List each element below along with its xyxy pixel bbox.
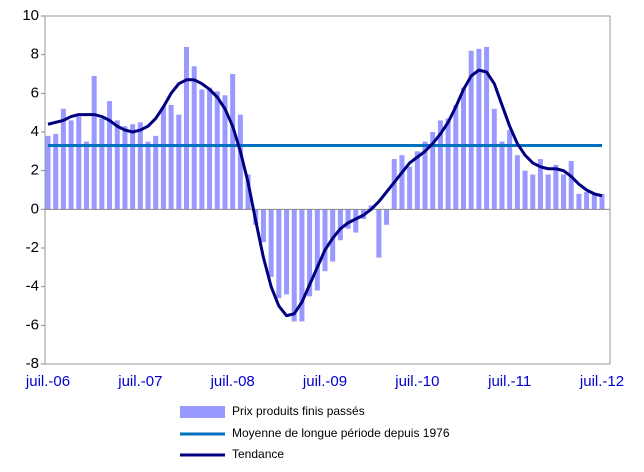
bar: [484, 46, 490, 210]
bar: [191, 66, 197, 210]
legend-label: Prix produits finis passés: [232, 404, 365, 418]
bar: [591, 193, 597, 210]
bar: [568, 161, 574, 210]
x-tick-label: juil.-07: [117, 373, 162, 390]
x-tick-label: juil.-11: [487, 373, 531, 390]
bar: [445, 118, 451, 210]
bar: [122, 126, 128, 210]
bar: [414, 151, 420, 210]
bar: [476, 48, 482, 210]
bar: [230, 74, 236, 210]
bar: [291, 209, 297, 322]
bar: [530, 174, 536, 210]
bar: [576, 193, 582, 210]
y-tick-label: 6: [31, 84, 39, 101]
bar: [437, 120, 443, 210]
bar: [422, 141, 428, 210]
y-tick-label: -4: [26, 278, 39, 295]
bar: [314, 209, 320, 291]
bar: [176, 114, 182, 210]
bar: [237, 114, 243, 210]
y-tick-label: -2: [26, 239, 39, 256]
legend-label: Tendance: [232, 447, 284, 461]
bar: [222, 95, 228, 210]
x-tick-label: juil.-08: [210, 373, 255, 390]
legend-swatch: [180, 406, 225, 418]
bar: [307, 209, 313, 297]
x-tick-label: juil.-06: [25, 373, 70, 390]
legend-label: Moyenne de longue période depuis 1976: [232, 426, 450, 440]
bar: [545, 174, 551, 210]
y-tick-label: 8: [31, 46, 39, 63]
bar: [76, 116, 82, 210]
bar: [130, 124, 136, 210]
bar: [45, 135, 51, 210]
bar: [337, 209, 343, 241]
bar: [553, 164, 559, 210]
bar: [145, 141, 151, 210]
x-tick-label: juil.-09: [302, 373, 347, 390]
bar: [60, 108, 66, 210]
bar: [260, 209, 266, 243]
bar: [430, 132, 436, 210]
bar: [399, 155, 405, 210]
bar: [599, 193, 605, 210]
bar: [537, 159, 543, 210]
bar: [83, 141, 89, 210]
bar: [461, 87, 466, 210]
x-tick-label: juil.-10: [394, 373, 439, 390]
bar: [68, 120, 74, 210]
bar: [268, 209, 274, 277]
bar: [168, 104, 174, 210]
bar: [322, 209, 328, 272]
bar: [53, 133, 59, 210]
bar: [453, 104, 459, 210]
y-tick-label: -8: [26, 355, 39, 372]
bar: [384, 209, 390, 225]
bar: [499, 141, 505, 210]
bar: [137, 122, 143, 210]
bar: [114, 120, 120, 210]
bar: [345, 209, 351, 229]
bar: [584, 191, 590, 210]
bar: [507, 130, 513, 210]
bar: [299, 209, 305, 322]
bar: [407, 166, 413, 210]
bar: [99, 118, 105, 210]
line-series: [47, 68, 603, 318]
bar: [522, 170, 528, 210]
bar: [107, 101, 113, 210]
bar: [376, 209, 382, 258]
plot-area: [44, 15, 611, 365]
bar: [214, 91, 220, 210]
bar: [184, 46, 189, 210]
bar: [245, 174, 251, 210]
bar: [353, 209, 359, 233]
bar: [491, 108, 497, 210]
bar: [276, 209, 282, 299]
y-tick-label: -6: [26, 316, 39, 333]
x-tick-label: juil.-12: [579, 373, 624, 390]
y-tick-label: 2: [31, 162, 39, 179]
bar: [160, 106, 166, 210]
bar: [153, 135, 159, 210]
y-tick-label: 4: [31, 123, 39, 140]
bar: [561, 174, 567, 210]
bar: [284, 209, 290, 295]
bar: [330, 209, 336, 262]
bar: [91, 75, 97, 210]
bar: [514, 155, 520, 210]
bar: [199, 89, 205, 210]
y-tick-label: 0: [31, 200, 39, 217]
bar: [207, 87, 213, 210]
bar: [468, 50, 474, 210]
y-tick-label: 10: [22, 7, 39, 24]
